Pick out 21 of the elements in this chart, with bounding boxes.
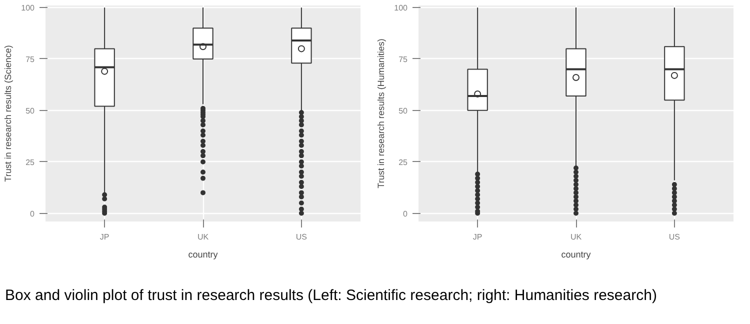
y-axis-title: Trust in research results (Science) — [3, 45, 14, 182]
y-tick-label: 25 — [26, 158, 36, 167]
y-tick-label: 0 — [403, 209, 408, 218]
y-tick-label: 25 — [398, 158, 408, 167]
x-tick-label: US — [296, 232, 308, 242]
y-tick-label: 100 — [394, 4, 408, 13]
x-tick-label: UK — [570, 232, 582, 242]
x-tick-label: UK — [197, 232, 210, 242]
y-tick-label: 100 — [21, 4, 36, 13]
text: Box and violin plot of trust in research results (Left: Scientific research; right: Humanities research) — [5, 286, 657, 306]
x-tick-label: US — [668, 232, 680, 242]
x-axis-title: country — [188, 250, 218, 260]
y-tick-label: 50 — [26, 106, 36, 116]
y-tick-label: 0 — [30, 209, 36, 218]
y-axis-title: Trust in research results (Humanities) — [376, 38, 386, 188]
y-tick-label: 75 — [26, 54, 36, 64]
y-tick-label: 50 — [398, 106, 408, 116]
x-tick-label: JP — [100, 232, 110, 242]
x-tick-label: JP — [472, 232, 482, 242]
y-tick-label: 75 — [398, 54, 408, 64]
x-axis-title: country — [561, 250, 592, 260]
